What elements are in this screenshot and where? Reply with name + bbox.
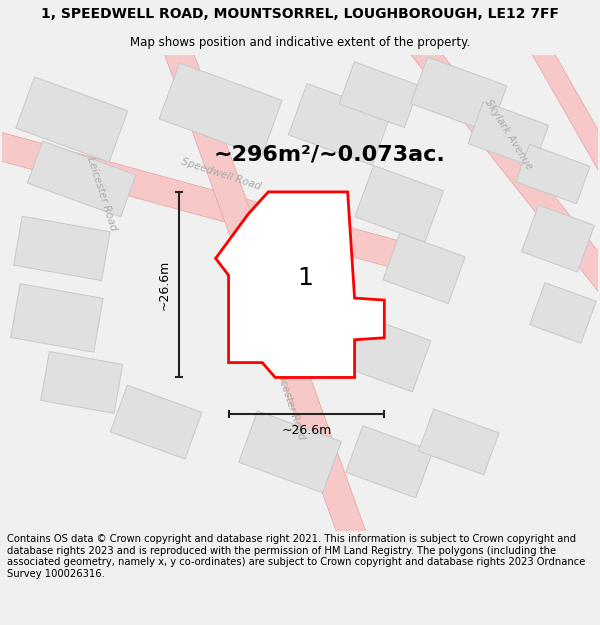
Text: 1, SPEEDWELL ROAD, MOUNTSORREL, LOUGHBOROUGH, LE12 7FF: 1, SPEEDWELL ROAD, MOUNTSORREL, LOUGHBOR…: [41, 7, 559, 21]
Polygon shape: [383, 233, 465, 304]
Polygon shape: [11, 284, 103, 352]
Polygon shape: [16, 77, 128, 162]
Polygon shape: [215, 192, 385, 378]
Polygon shape: [355, 166, 443, 242]
Polygon shape: [410, 57, 507, 132]
Polygon shape: [338, 314, 431, 392]
Polygon shape: [530, 40, 600, 189]
Text: ~296m²/~0.073ac.: ~296m²/~0.073ac.: [214, 144, 446, 164]
Polygon shape: [0, 131, 433, 277]
Polygon shape: [239, 411, 341, 492]
Polygon shape: [516, 144, 590, 204]
Polygon shape: [418, 409, 499, 475]
Polygon shape: [159, 63, 282, 156]
Text: Contains OS data © Crown copyright and database right 2021. This information is : Contains OS data © Crown copyright and d…: [7, 534, 586, 579]
Polygon shape: [530, 282, 596, 343]
Polygon shape: [346, 426, 433, 498]
Polygon shape: [163, 41, 368, 546]
Text: Speedwell Road: Speedwell Road: [179, 156, 262, 192]
Polygon shape: [28, 141, 136, 217]
Polygon shape: [41, 351, 122, 413]
Polygon shape: [521, 205, 595, 272]
Text: ~26.6m: ~26.6m: [281, 424, 332, 437]
Polygon shape: [409, 38, 600, 291]
Text: Map shows position and indicative extent of the property.: Map shows position and indicative extent…: [130, 36, 470, 49]
Text: ~26.6m: ~26.6m: [158, 259, 171, 310]
Text: Skylark Avenue: Skylark Avenue: [483, 98, 534, 171]
Text: 1: 1: [297, 266, 313, 290]
Polygon shape: [289, 84, 391, 166]
Polygon shape: [339, 62, 419, 127]
Polygon shape: [14, 216, 110, 281]
Text: Leicester Road: Leicester Road: [274, 364, 307, 441]
Polygon shape: [468, 101, 548, 168]
Text: Leicester Road: Leicester Road: [85, 156, 118, 232]
Polygon shape: [110, 385, 202, 459]
